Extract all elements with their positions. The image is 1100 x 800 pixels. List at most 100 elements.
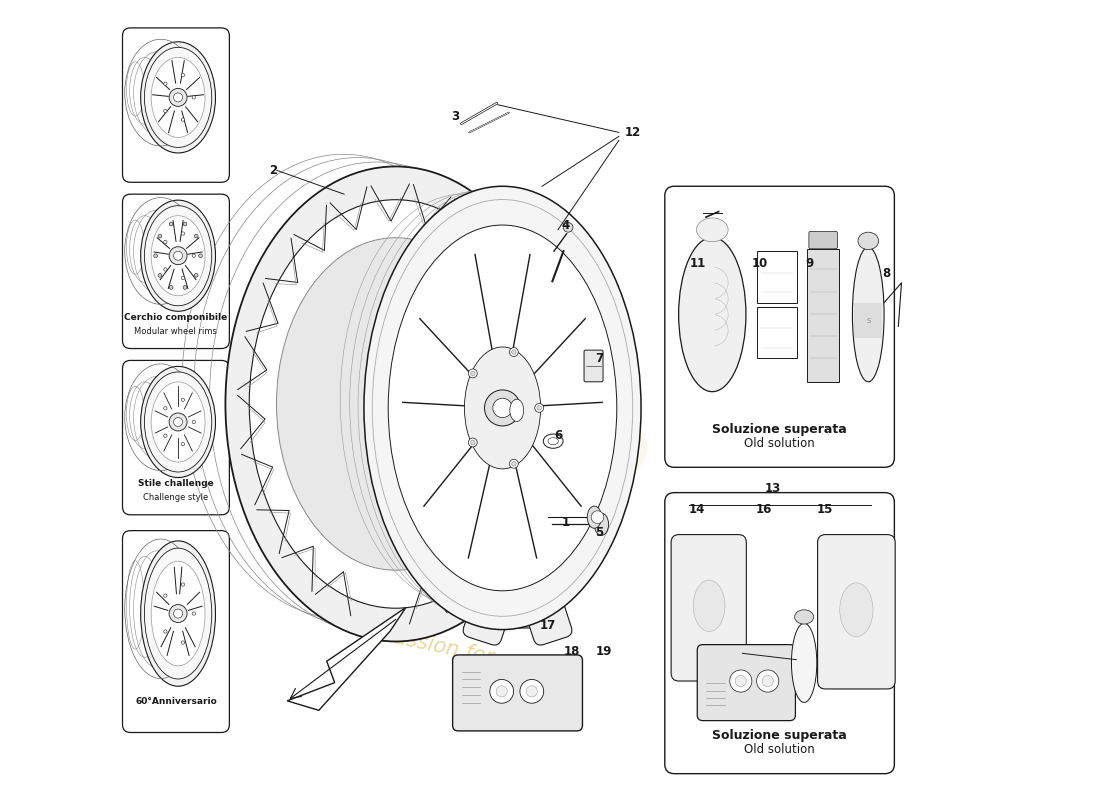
Circle shape <box>169 413 187 431</box>
Circle shape <box>182 442 185 446</box>
Text: 3: 3 <box>451 110 459 123</box>
Circle shape <box>757 670 779 692</box>
Text: S: S <box>866 318 870 324</box>
Circle shape <box>493 398 513 418</box>
Circle shape <box>199 254 202 258</box>
Circle shape <box>471 371 475 376</box>
Circle shape <box>192 254 196 258</box>
Circle shape <box>192 612 196 615</box>
Text: 19: 19 <box>595 646 612 658</box>
Ellipse shape <box>839 583 873 637</box>
FancyBboxPatch shape <box>697 645 795 721</box>
Text: Stile challenge: Stile challenge <box>139 479 213 488</box>
Text: 17: 17 <box>539 619 556 632</box>
Text: 18: 18 <box>564 646 581 658</box>
Circle shape <box>174 418 183 426</box>
Circle shape <box>164 594 167 598</box>
Circle shape <box>182 641 185 644</box>
Circle shape <box>195 234 198 238</box>
Ellipse shape <box>250 200 542 608</box>
Text: 2: 2 <box>268 164 277 177</box>
Text: Soluzione superata: Soluzione superata <box>712 729 847 742</box>
Text: es: es <box>462 394 559 469</box>
Ellipse shape <box>543 434 563 448</box>
Ellipse shape <box>141 42 216 153</box>
Text: 10: 10 <box>751 257 768 270</box>
Circle shape <box>169 605 187 622</box>
Circle shape <box>762 675 773 686</box>
Ellipse shape <box>144 548 211 679</box>
Circle shape <box>735 675 746 686</box>
Ellipse shape <box>144 206 211 306</box>
Ellipse shape <box>364 186 641 630</box>
Text: Soluzione superata: Soluzione superata <box>712 422 847 436</box>
Ellipse shape <box>548 438 559 445</box>
Text: 11: 11 <box>690 257 706 270</box>
Circle shape <box>164 268 167 271</box>
Circle shape <box>192 96 196 99</box>
FancyBboxPatch shape <box>504 531 572 645</box>
FancyBboxPatch shape <box>817 534 895 689</box>
Circle shape <box>154 254 157 258</box>
FancyBboxPatch shape <box>122 28 230 182</box>
FancyBboxPatch shape <box>122 194 230 349</box>
Ellipse shape <box>679 238 746 392</box>
Text: 13: 13 <box>766 482 781 495</box>
Ellipse shape <box>794 610 814 624</box>
Circle shape <box>169 89 187 106</box>
Bar <box>758 306 798 358</box>
Circle shape <box>164 240 167 244</box>
Bar <box>854 302 882 338</box>
Ellipse shape <box>509 399 524 422</box>
Text: Challenge style: Challenge style <box>143 493 209 502</box>
Circle shape <box>469 369 477 378</box>
Circle shape <box>520 679 543 703</box>
Circle shape <box>526 686 537 697</box>
Circle shape <box>471 440 475 445</box>
Circle shape <box>182 232 185 235</box>
Polygon shape <box>287 607 406 710</box>
Ellipse shape <box>852 247 884 382</box>
Circle shape <box>164 406 167 410</box>
Text: eurob: eurob <box>400 410 651 485</box>
Ellipse shape <box>141 366 216 478</box>
Ellipse shape <box>151 382 205 462</box>
Circle shape <box>591 511 604 523</box>
Ellipse shape <box>144 372 211 472</box>
Text: 6: 6 <box>553 429 562 442</box>
Circle shape <box>169 222 173 226</box>
Circle shape <box>174 251 183 260</box>
Circle shape <box>182 276 185 279</box>
Ellipse shape <box>587 506 602 528</box>
FancyBboxPatch shape <box>664 186 894 467</box>
Ellipse shape <box>151 562 205 666</box>
Ellipse shape <box>858 232 879 250</box>
Circle shape <box>496 686 507 697</box>
Text: 7: 7 <box>595 352 603 366</box>
FancyBboxPatch shape <box>122 530 230 733</box>
Circle shape <box>164 630 167 633</box>
Text: 1: 1 <box>562 516 570 530</box>
Circle shape <box>182 74 185 77</box>
Ellipse shape <box>464 347 540 469</box>
Circle shape <box>563 222 573 232</box>
Ellipse shape <box>226 166 565 642</box>
Circle shape <box>490 679 514 703</box>
Text: 16: 16 <box>756 502 772 516</box>
Ellipse shape <box>693 580 725 631</box>
FancyBboxPatch shape <box>497 517 537 628</box>
Circle shape <box>469 438 477 447</box>
Text: Modular wheel rims: Modular wheel rims <box>134 327 218 336</box>
Circle shape <box>182 583 185 586</box>
Circle shape <box>535 403 543 412</box>
Circle shape <box>537 406 541 410</box>
FancyBboxPatch shape <box>122 361 230 514</box>
Text: 5: 5 <box>595 526 603 539</box>
Circle shape <box>182 398 185 402</box>
Ellipse shape <box>141 200 216 311</box>
Circle shape <box>169 246 187 265</box>
Circle shape <box>174 609 183 618</box>
Circle shape <box>158 234 162 238</box>
Circle shape <box>169 286 173 290</box>
Text: 9: 9 <box>805 257 814 270</box>
